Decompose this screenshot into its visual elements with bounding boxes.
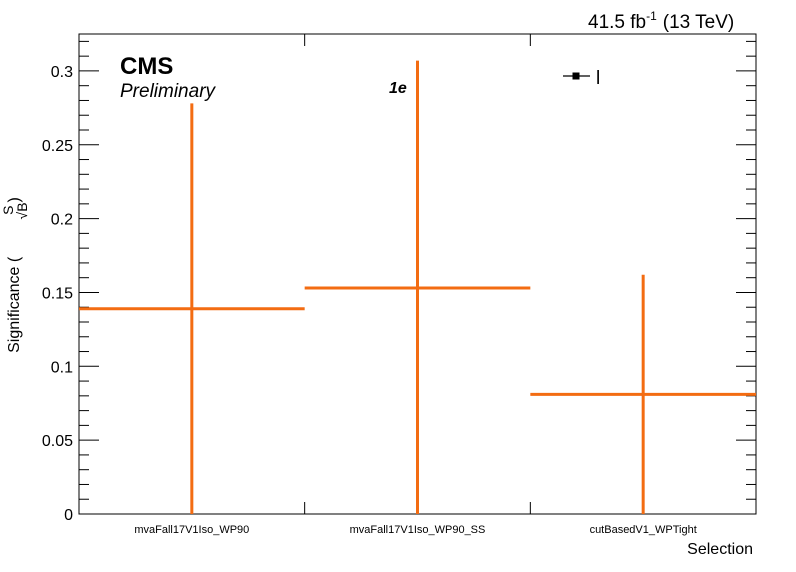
y-tick-label: 0.3 — [51, 64, 73, 81]
y-tick-label: 0.25 — [42, 138, 73, 155]
lumi-label: 41.5 fb-1 (13 TeV) — [588, 9, 734, 33]
x-category-label: cutBasedV1_WPTight — [590, 524, 697, 536]
y-tick-label: 0.05 — [42, 433, 73, 450]
data-series — [79, 60, 756, 514]
x-axis-title: Selection — [687, 541, 753, 558]
svg-text:Significance (S√B): Significance ( S√B) — [0, 197, 30, 353]
axis-ticks — [78, 34, 757, 515]
y-axis-title-main: Significance ( — [6, 256, 23, 353]
x-category-labels: mvaFall17V1Iso_WP90 mvaFall17V1Iso_WP90_S… — [134, 524, 696, 536]
y-axis-title-close: ) — [6, 197, 23, 202]
energy-label: (13 TeV) — [663, 12, 734, 33]
y-tick-label: 0.2 — [51, 212, 73, 229]
legend-marker — [572, 72, 580, 80]
y-tick-label: 0.15 — [42, 285, 73, 302]
lumi-exponent: -1 — [646, 9, 657, 23]
lumi-value: 41.5 fb — [588, 12, 646, 33]
y-tick-labels: 0 0.05 0.1 0.15 0.2 0.25 0.3 — [42, 64, 73, 524]
legend-entry-label: l — [596, 68, 600, 89]
y-tick-label: 0 — [64, 507, 73, 524]
channel-label: 1e — [389, 80, 407, 97]
y-axis-title-numerator: S — [0, 205, 16, 214]
y-tick-label: 0.1 — [51, 359, 73, 376]
y-axis-title-denominator: √B — [14, 202, 30, 219]
legend: l — [563, 68, 600, 89]
status-label: Preliminary — [120, 81, 217, 102]
x-category-label: mvaFall17V1Iso_WP90_SS — [350, 524, 486, 536]
x-category-label: mvaFall17V1Iso_WP90 — [134, 524, 249, 536]
experiment-label: CMS — [120, 53, 173, 80]
y-axis-title: Significance ( S√B) — [0, 197, 30, 353]
